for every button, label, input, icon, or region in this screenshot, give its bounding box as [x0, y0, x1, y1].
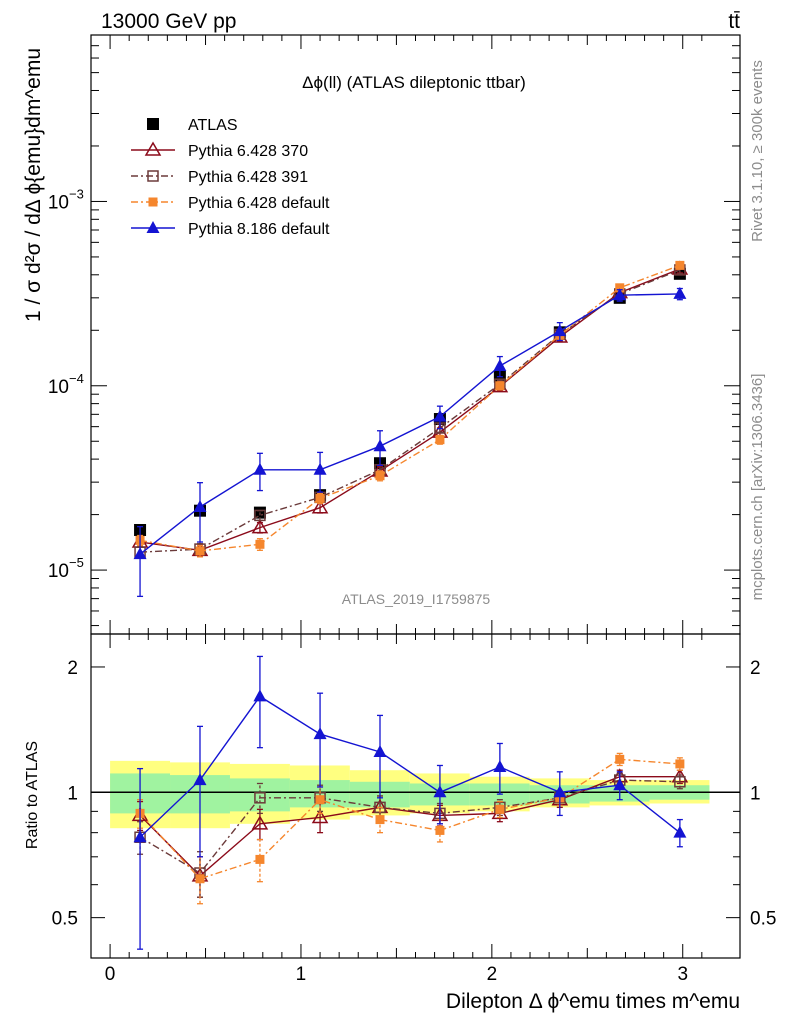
main-plot: 10 −510 −410 −31 / σ d²σ / dΔ ϕ{emu}dm^emu A…: [22, 34, 741, 635]
process-label: tt̄: [728, 10, 740, 33]
main-pythia-6-428-391-point: [254, 509, 266, 522]
legend-pythia-6-428-default-marker: [148, 197, 158, 207]
ratio-pythia-6-428-default-point: [315, 795, 325, 805]
legend-atlas-label: ATLAS: [188, 117, 238, 134]
ratio-pythia-8-186-default-line: [139, 695, 681, 838]
ratio-y-tick-label-right: 1: [750, 783, 761, 804]
main-y-tick-label-exponent: −4: [69, 371, 84, 386]
ratio-pythia-6-428-default-line: [139, 758, 680, 880]
main-pythia-8-186-default-point: [313, 462, 327, 475]
ratio-x-tick-label: 1: [296, 964, 307, 985]
legend-pythia-6-428-391-label: Pythia 6.428 391: [188, 169, 308, 186]
ratio-y-tick-label-left: 1: [67, 783, 78, 804]
main-pythia-6-428-default-point: [195, 546, 205, 556]
ratio-pythia-8-186-default-point: [553, 785, 567, 798]
x-axis-label: Dilepton Δ ϕ^emu times m^emu: [446, 990, 740, 1013]
ratio-pythia-6-428-370-point: [251, 815, 269, 830]
ratio-y-tick-label-right: 2: [750, 658, 761, 679]
main-y-tick-label-exponent: −3: [69, 186, 84, 201]
legend-pythia-8-186-default-marker: [146, 221, 160, 233]
main-pythia-6-428-391-line: [140, 269, 681, 553]
ratio-pythia-6-428-default-point: [675, 759, 685, 769]
ratio-plot: 0.5 0.5 1 1 2 2 0 1 2 3 Dilepton Δ ϕ^emu times m^e…: [52, 633, 776, 1013]
main-pythia-8-186-default-point: [673, 286, 687, 299]
main-pythia-8-186-default-point: [553, 324, 567, 337]
ratio-y-tick-label-right: 0.5: [750, 909, 776, 930]
legend-pythia-6-428-370-label: Pythia 6.428 370: [188, 143, 308, 160]
ratio-pythia-8-186-default-point: [253, 689, 267, 702]
ratio-pythia-6-428-default-point: [195, 874, 205, 884]
main-pythia-6-428-default-point: [675, 260, 685, 270]
legend-pythia-6-428-370-marker: [144, 141, 162, 156]
ratio-pythia-6-428-default-point: [255, 854, 265, 864]
main-pythia-8-186-default-line: [139, 293, 680, 555]
main-pythia-8-186-default-point: [193, 499, 207, 512]
ratio-pythia-6-428-default-point: [495, 804, 505, 814]
main-pythia-6-428-370-point: [251, 519, 269, 534]
main-y-tick-label: 10: [48, 561, 69, 582]
main-y-tick-label: 10: [48, 377, 69, 398]
ratio-x-tick-label: 0: [105, 964, 116, 985]
ratio-y-axis-label: Ratio to ATLAS: [24, 741, 41, 849]
main-y-axis-label: 1 / σ d²σ / dΔ ϕ{emu}dm^emu: [22, 48, 45, 322]
main-pythia-8-186-default-point: [133, 547, 147, 560]
main-pythia-8-186-default-point: [253, 462, 267, 475]
main-pythia-6-428-370-point: [311, 499, 329, 514]
legend-pythia-6-428-391-marker: [147, 170, 159, 182]
ratio-pythia-8-186-default-point: [133, 830, 147, 843]
ratio-pythia-8-186-default-point: [433, 785, 447, 798]
source-label: mcplots.cern.ch [arXiv:1306.3436]: [749, 374, 766, 601]
ratio-pythia-6-428-default-point: [435, 825, 445, 835]
ratio-y-tick-label-left: 2: [67, 658, 78, 679]
ratio-x-tick-label: 3: [677, 964, 688, 985]
ratio-pythia-8-186-default-point: [493, 760, 507, 773]
legend-pythia-8-186-default-label: Pythia 8.186 default: [188, 221, 330, 238]
ratio-pythia-6-428-391-point: [674, 776, 686, 788]
ratio-pythia-8-186-default-point: [613, 778, 627, 791]
main-pythia-6-428-370-line: [139, 268, 681, 552]
main-y-tick-label-exponent: −5: [69, 555, 84, 570]
main-pythia-8-186-default-point: [433, 409, 447, 422]
ratio-pythia-8-186-default-point: [313, 727, 327, 740]
legend-pythia-6-428-default-label: Pythia 6.428 default: [188, 195, 330, 212]
ratio-pythia-8-186-default-point: [373, 744, 387, 757]
ratio-pythia-6-428-391-point: [254, 792, 266, 804]
main-pythia-8-186-default-point: [613, 288, 627, 301]
main-plot-title: Δϕ(ll) (ATLAS dileptonic ttbar): [302, 73, 526, 92]
ratio-pythia-6-428-default-point: [615, 754, 625, 764]
main-pythia-6-428-default-point: [495, 381, 505, 391]
main-pythia-6-428-default-point: [435, 435, 445, 445]
ratio-pythia-8-186-default-point: [193, 773, 207, 786]
main-pythia-6-428-default-line: [139, 264, 681, 552]
main-pythia-6-428-default-point: [375, 471, 385, 481]
main-pythia-8-186-default-point: [373, 439, 387, 452]
watermark-label: ATLAS_2019_I1759875: [342, 591, 491, 607]
main-pythia-6-428-default-point: [615, 283, 625, 293]
ratio-x-tick-label: 2: [487, 964, 498, 985]
main-pythia-6-428-default-point: [315, 493, 325, 503]
main-pythia-8-186-default-point: [493, 359, 507, 372]
legend-atlas-marker: [147, 118, 159, 130]
main-y-tick-label: 10: [48, 192, 69, 213]
energy-label: 13000 GeV pp: [101, 10, 236, 33]
ratio-y-tick-label-left: 0.5: [52, 909, 78, 930]
ratio-pythia-8-186-default-point: [673, 825, 687, 838]
ratio-pythia-6-428-370-point: [311, 809, 329, 824]
main-pythia-6-428-default-point: [255, 539, 265, 549]
rivet-label: Rivet 3.1.10, ≥ 300k events: [749, 60, 766, 242]
ratio-pythia-6-428-default-point: [375, 815, 385, 825]
